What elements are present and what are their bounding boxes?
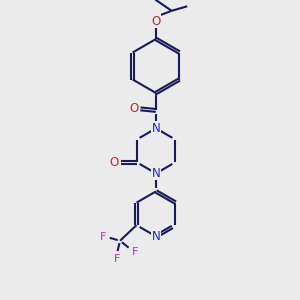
Text: N: N — [152, 122, 160, 135]
Text: F: F — [131, 247, 138, 257]
Text: O: O — [129, 102, 138, 115]
Text: F: F — [100, 232, 106, 242]
Text: N: N — [152, 230, 160, 243]
Text: O: O — [152, 15, 160, 28]
Text: N: N — [152, 167, 160, 180]
Text: O: O — [110, 156, 119, 169]
Text: F: F — [114, 254, 120, 264]
